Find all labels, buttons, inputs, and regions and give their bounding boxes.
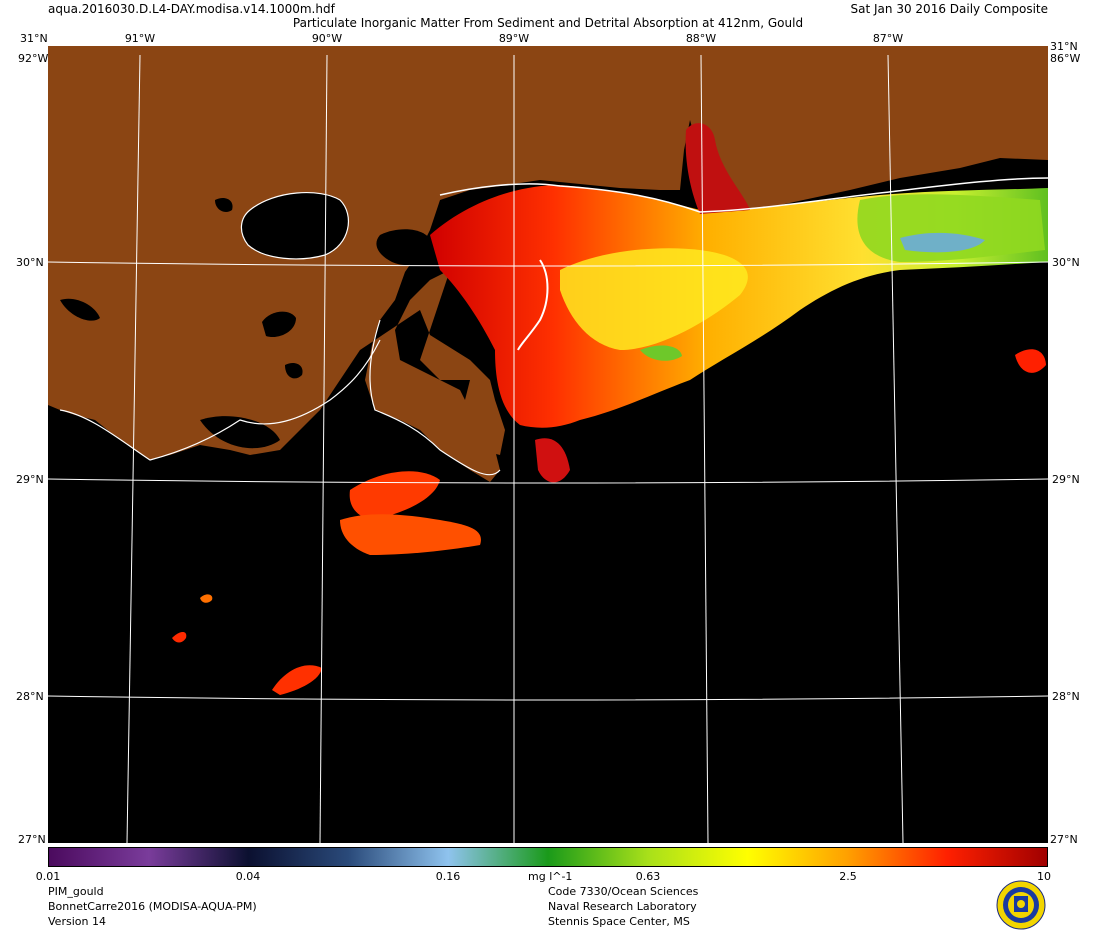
- org-location: Stennis Space Center, MS: [548, 915, 690, 928]
- meridian-90w: [319, 54, 328, 844]
- corner-lat-top-left: 31°N: [20, 32, 48, 45]
- plume-green-east: [857, 194, 1045, 262]
- lake-small-2: [285, 363, 303, 379]
- colorbar-tick-5: 10: [1037, 870, 1051, 883]
- lat-label-29n-right: 29°N: [1052, 473, 1080, 486]
- offshore-patch-5: [200, 594, 213, 603]
- lon-label-88w: 88°W: [685, 32, 717, 45]
- parallel-29n: [47, 478, 1049, 484]
- lon-label-90w: 90°W: [311, 32, 343, 45]
- nrl-seal-logo: [996, 880, 1046, 930]
- composite-date: Sat Jan 30 2016 Daily Composite: [850, 2, 1048, 16]
- org-code: Code 7330/Ocean Sciences: [548, 885, 699, 898]
- dataset-name: BonnetCarre2016 (MODISA-AQUA-PM): [48, 900, 257, 913]
- lat-label-30n-right: 30°N: [1052, 256, 1080, 269]
- lake-pontchartrain: [241, 192, 349, 259]
- footer-center: Code 7330/Ocean Sciences Naval Research …: [548, 884, 698, 929]
- colorbar-tick-2: 0.16: [435, 870, 461, 883]
- corner-lat-top-right: 31°N: [1050, 40, 1078, 53]
- offshore-patch-3: [272, 665, 322, 695]
- corner-lat-bottom-left: 27°N: [18, 833, 46, 846]
- lat-label-30n-left: 30°N: [16, 256, 44, 269]
- lon-label-87w: 87°W: [872, 32, 904, 45]
- map: [47, 46, 1049, 844]
- coastline-delta: [369, 319, 501, 476]
- map-title: Particulate Inorganic Matter From Sedime…: [292, 16, 804, 30]
- offshore-patch-6: [535, 438, 570, 483]
- parallel-30n: [47, 261, 1049, 267]
- lake-borgne: [376, 229, 432, 266]
- lon-label-91w: 91°W: [124, 32, 156, 45]
- offshore-patch-2: [340, 514, 481, 555]
- plume-green-center: [640, 345, 682, 361]
- file-name: aqua.2016030.D.L4-DAY.modisa.v14.1000m.h…: [48, 2, 335, 16]
- offshore-patch-7: [1015, 349, 1046, 373]
- org-lab: Naval Research Laboratory: [548, 900, 697, 913]
- offshore-patch-1: [349, 471, 440, 520]
- plume-blue-patch: [900, 232, 985, 253]
- colorbar: [48, 847, 1048, 867]
- corner-lat-bottom-right: 27°N: [1050, 833, 1078, 846]
- plume-core-yellow: [560, 248, 748, 350]
- offshore-patch-4: [172, 632, 187, 643]
- graticule: [47, 54, 1049, 844]
- coastline-west: [59, 339, 381, 461]
- lat-label-28n-left: 28°N: [16, 690, 44, 703]
- product-name: PIM_gould: [48, 885, 104, 898]
- footer-left: PIM_gould BonnetCarre2016 (MODISA-AQUA-P…: [48, 884, 257, 929]
- colorbar-tick-4: 2.5: [839, 870, 857, 883]
- corner-lon-left: 92°W: [18, 52, 49, 65]
- colorbar-tick-1: 0.04: [235, 870, 261, 883]
- lat-label-28n-right: 28°N: [1052, 690, 1080, 703]
- lake-small-3: [215, 198, 233, 212]
- corner-lon-right: 86°W: [1050, 52, 1081, 65]
- colorbar-tick-3: 0.63: [635, 870, 661, 883]
- colorbar-unit: mg l^-1: [528, 870, 573, 883]
- parallel-28n: [47, 695, 1049, 701]
- lon-label-89w: 89°W: [498, 32, 530, 45]
- meridian-91w: [126, 54, 141, 844]
- lat-label-29n-left: 29°N: [16, 473, 44, 486]
- lake-small-1: [262, 311, 296, 338]
- bay-marsh-west: [60, 298, 100, 321]
- coastline: [439, 177, 1049, 213]
- meridian-88w: [700, 54, 709, 844]
- meridian-87w: [887, 54, 904, 844]
- coastline-chandeleur: [517, 259, 549, 351]
- version-label: Version 14: [48, 915, 106, 928]
- colorbar-tick-0: 0.01: [35, 870, 61, 883]
